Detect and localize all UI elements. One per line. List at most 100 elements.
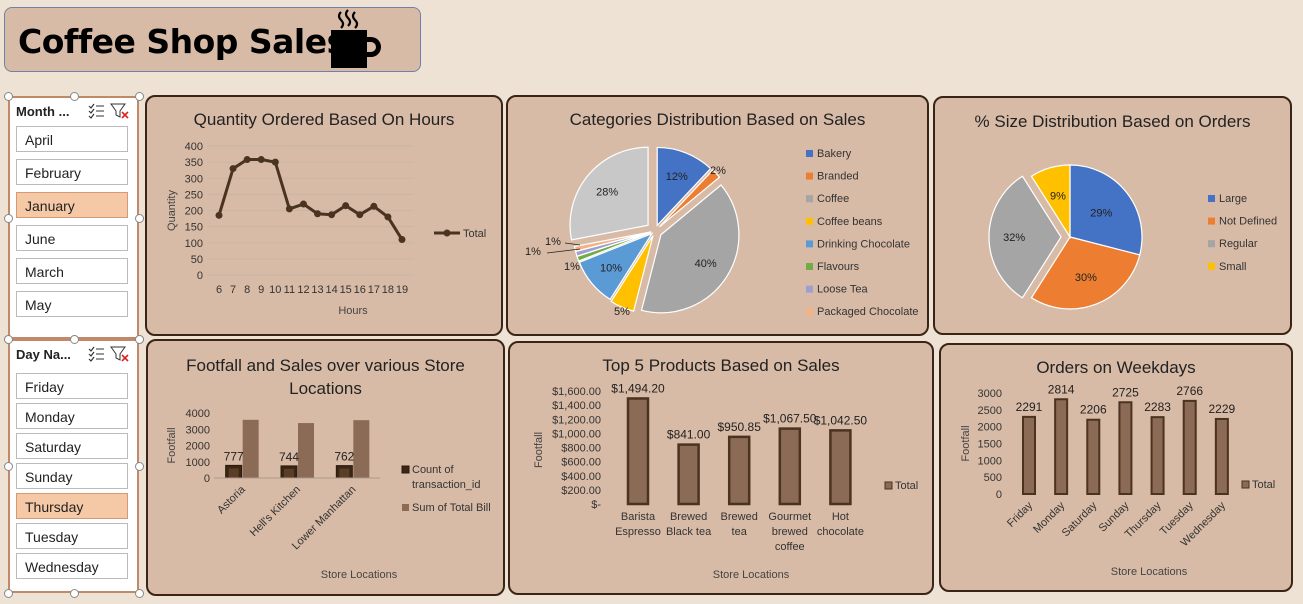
x-tick-label: 16	[354, 284, 366, 296]
x-tick-label: 9	[258, 284, 264, 296]
day-slicer-item-tuesday[interactable]: Tuesday	[16, 523, 128, 549]
resize-handle[interactable]	[4, 213, 13, 223]
day-slicer-item-saturday[interactable]: Saturday	[16, 433, 128, 459]
day-slicer-item-friday[interactable]: Friday	[16, 373, 128, 399]
size-chart-card: % Size Distribution Based on Orders 29% 3…	[933, 96, 1292, 335]
bar	[778, 427, 802, 506]
month-slicer-label: Month ...	[16, 104, 70, 119]
bar-value-label: 2291	[1016, 400, 1043, 414]
slice-label: 1%	[564, 261, 580, 273]
month-slicer-item-april[interactable]: April	[16, 126, 128, 152]
x-tick-label: coffee	[775, 541, 805, 553]
month-slicer-item-january[interactable]: January	[16, 192, 128, 218]
multi-select-icon[interactable]	[88, 103, 104, 119]
legend-label: Bakery	[817, 148, 852, 160]
data-point	[356, 211, 364, 219]
pie-slice	[656, 146, 712, 227]
resize-handle[interactable]	[69, 589, 79, 598]
data-point	[229, 165, 237, 173]
bar-value-label: 2283	[1144, 400, 1171, 414]
y-tick-label: 0	[204, 473, 210, 485]
month-slicer-item-february[interactable]: February	[16, 159, 128, 185]
legend-swatch	[806, 240, 813, 248]
legend-swatch	[806, 150, 813, 157]
legend-marker	[443, 229, 451, 237]
data-point	[328, 211, 336, 219]
x-tick-label: Friday	[1005, 499, 1035, 529]
bar	[1118, 401, 1133, 496]
data-point	[215, 211, 223, 219]
legend-swatch	[884, 481, 893, 490]
y-tick-label: $1,200.00	[552, 414, 601, 426]
slice-label: 9%	[1050, 191, 1066, 203]
y-tick-label: 1000	[186, 457, 210, 469]
legend-label: Sum of Total Bill	[412, 502, 491, 514]
pie-slice	[1069, 164, 1143, 256]
y-tick-label: $200.00	[561, 485, 601, 497]
x-tick-label: tea	[732, 526, 748, 538]
slice-label: 28%	[596, 186, 618, 198]
y-tick-label: $400.00	[561, 471, 601, 483]
x-tick-label: Brewed	[721, 511, 758, 523]
resize-handle[interactable]	[135, 213, 144, 223]
y-tick-label: 50	[191, 254, 203, 266]
resize-handle[interactable]	[4, 92, 13, 101]
month-slicer-item-may[interactable]: May	[16, 291, 128, 317]
hours-chart-card: Quantity Ordered Based On Hours 0 50 100 15…	[145, 95, 503, 336]
x-tick-label: 18	[382, 284, 394, 296]
resize-handle[interactable]	[69, 335, 79, 344]
day-slicer-item-sunday[interactable]: Sunday	[16, 463, 128, 489]
legend-swatch	[806, 172, 813, 180]
resize-handle[interactable]	[135, 335, 144, 344]
day-slicer-item-wednesday[interactable]: Wednesday	[16, 553, 128, 579]
month-slicer-item-june[interactable]: June	[16, 225, 128, 251]
size-chart-title: % Size Distribution Based on Orders	[974, 112, 1251, 131]
bar-value-label: 762	[334, 450, 354, 464]
footfall-chart-title: Footfall and Sales over various Store Lo…	[186, 356, 465, 398]
data-point	[243, 156, 251, 164]
x-tick-label: Espresso	[615, 526, 661, 538]
legend-label: Drinking Chocolate	[817, 238, 910, 250]
day-slicer-item-thursday[interactable]: Thursday	[16, 493, 128, 519]
bar	[1182, 399, 1197, 495]
legend-swatch	[1208, 195, 1215, 202]
legend-label: Total	[895, 480, 918, 492]
clear-filter-icon[interactable]	[110, 103, 129, 119]
multi-select-icon[interactable]	[88, 346, 104, 362]
resize-handle[interactable]	[4, 462, 13, 471]
bar	[677, 443, 700, 506]
slice-label: 1%	[545, 236, 561, 248]
resize-handle[interactable]	[4, 335, 13, 344]
products-bar-chart: $- $200.00 $400.00 $600.00 $800.00 $1,000.00 $…	[533, 381, 918, 581]
bar-value-label: 2206	[1080, 403, 1107, 417]
resize-handle[interactable]	[69, 92, 79, 101]
y-tick-label: $1,400.00	[552, 400, 601, 412]
hours-chart-title: Quantity Ordered Based On Hours	[193, 110, 455, 129]
legend-label: Packaged Chocolate	[817, 306, 919, 318]
slice-label: 2%	[710, 165, 726, 177]
y-tick-label: 200	[185, 206, 203, 218]
resize-handle[interactable]	[4, 589, 13, 598]
day-slicer[interactable]: Day Na... Friday Monday Saturday Sunday Thur…	[4, 335, 144, 598]
y-axis-label: Quantity	[166, 190, 178, 231]
x-tick-label: 6	[216, 284, 222, 296]
resize-handle[interactable]	[135, 589, 144, 598]
legend-swatch	[806, 217, 813, 225]
x-tick-label: Thursday	[1123, 499, 1164, 540]
month-slicer-item-march[interactable]: March	[16, 258, 128, 284]
pie-slice	[658, 169, 721, 228]
clear-filter-icon[interactable]	[110, 346, 129, 362]
bar-value-label: 2766	[1176, 384, 1203, 398]
weekdays-chart-card: Orders on Weekdays 0 500 1000 1500 2000 2500 3…	[939, 343, 1293, 592]
month-slicer[interactable]: Month ... April February January June March M…	[4, 92, 144, 344]
x-tick-label: chocolate	[817, 526, 864, 538]
legend-label: Loose Tea	[817, 284, 868, 296]
pie-slice	[573, 231, 652, 253]
resize-handle[interactable]	[135, 462, 144, 471]
resize-handle[interactable]	[135, 92, 144, 101]
x-tick-label: brewed	[772, 526, 808, 538]
day-slicer-item-monday[interactable]: Monday	[16, 403, 128, 429]
legend-label: Not Defined	[1219, 216, 1277, 228]
x-tick-label: 15	[340, 284, 352, 296]
x-tick-label: 10	[269, 284, 281, 296]
